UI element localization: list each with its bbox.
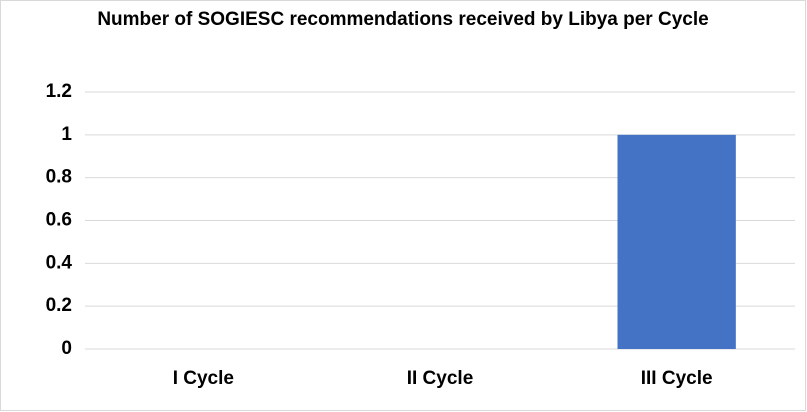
x-tick-label: I Cycle (173, 368, 234, 389)
chart-title: Number of SOGIESC recommendations receiv… (97, 9, 709, 30)
y-tick-label: 0.2 (46, 295, 72, 316)
y-tick-label: 0.8 (46, 167, 72, 188)
x-tick-label: II Cycle (407, 368, 474, 389)
bar (617, 134, 736, 349)
y-tick-label: 0.4 (46, 252, 73, 273)
y-tick-label: 0.6 (46, 210, 72, 231)
y-tick-label: 1 (61, 124, 72, 145)
y-tick-label: 0 (61, 338, 72, 359)
y-tick-label: 1.2 (46, 81, 72, 102)
x-tick-label: III Cycle (641, 368, 713, 389)
